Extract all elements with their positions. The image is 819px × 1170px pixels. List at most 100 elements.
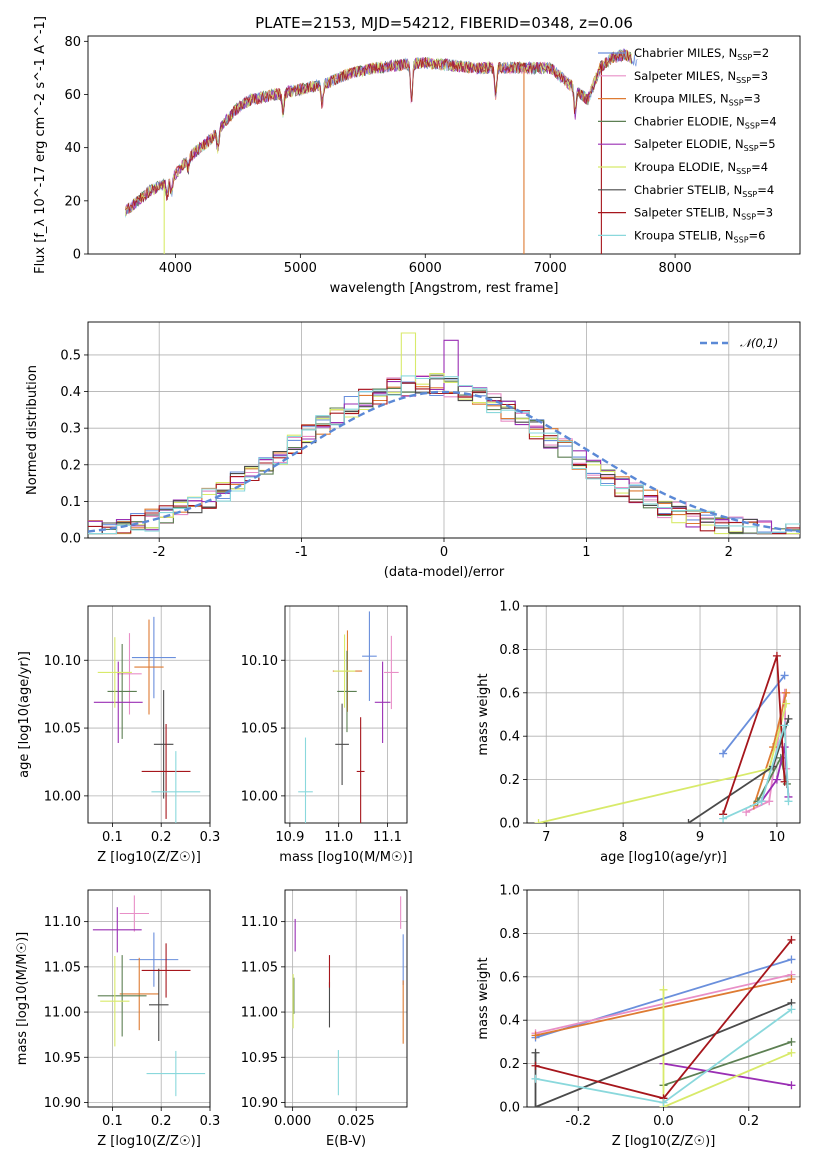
y-tick-label: 0.6 [499,970,520,985]
legend-model: Salpeter STELIB [634,206,725,220]
x-tick-label: 1 [582,545,590,560]
weight-marker [780,671,789,680]
y-tick-label: 10.95 [44,1051,81,1066]
legend-model: Chabrier STELIB [634,183,726,197]
x-tick-label: 0.000 [274,1114,311,1129]
x-tick-label: 11.1 [373,830,402,845]
weight-marker [719,749,728,758]
legend-nssp-eq: = [760,114,770,128]
legend-nssp-subscript: SSP [734,235,749,244]
legend-nssp-prefix: , N [720,160,736,174]
x-axis-label: Z [log10(Z/Z☉)] [612,1134,716,1149]
x-tick-label: 8 [619,830,627,845]
y-tick-label: 0.4 [60,385,81,400]
axes-frame [87,605,211,824]
panel-weight-vs-Z [523,889,801,1111]
weight-marker [719,814,728,823]
legend-model: Chabrier ELODIE [634,114,729,128]
y-axis-label: mass weight [476,673,491,755]
legend-nssp-value: 4 [767,183,774,197]
legend-model: Chabrier MILES [634,46,721,60]
y-tick-label: 0.2 [60,458,81,473]
legend-nssp-subscript: SSP [742,190,757,199]
weight-marker [772,775,781,784]
legend-nssp-eq: = [751,160,761,174]
y-tick-label: 10.00 [44,789,81,804]
legend-nssp-eq: = [756,206,766,220]
y-axis-label: age [log10(age/yr)] [17,651,32,778]
legend-nssp-subscript: SSP [741,213,756,222]
weight-marker [787,1048,796,1057]
y-tick-label: 0.2 [499,773,520,788]
x-tick-label: 0.025 [338,1114,375,1129]
x-tick-label: -0.2 [566,1114,591,1129]
legend-model: Kroupa ELODIE [634,160,720,174]
spectrum-series [125,50,632,213]
weight-marker [782,688,791,697]
y-tick-label: 0.0 [499,1101,520,1116]
y-tick-label: 10.90 [44,1096,81,1111]
legend-nssp-value: 3 [753,92,760,106]
legend-nssp-subscript: SSP [736,76,751,85]
legend-nssp-value: 4 [769,114,776,128]
legend-nssp-eq: = [744,92,754,106]
y-axis-label: mass [log10(M/M☉)] [15,932,30,1065]
x-tick-label: -1 [295,545,308,560]
panel-age-vs-mass [281,605,408,827]
x-tick-label: 0.1 [102,830,123,845]
weight-marker [684,819,693,823]
y-tick-label: 20 [64,194,81,209]
weight-marker [787,935,796,944]
spectrum-lines [125,47,638,254]
y-tick-label: 10.90 [241,1096,278,1111]
legend-nssp-prefix: , N [728,137,744,151]
y-tick-label: 10.10 [241,654,278,669]
x-axis-label: Z [log10(Z/Z☉)] [97,850,201,865]
weight-marker [784,714,793,723]
x-axis-label: mass [log10(M/M☉)] [279,850,412,865]
weight-marker [787,1005,796,1014]
y-tick-label: 1.0 [499,884,520,899]
weight-series [662,989,792,1107]
weight-marker [787,1081,796,1090]
legend-nssp-prefix: , N [725,206,741,220]
y-axis-label: Normed distribution [25,365,40,495]
weight-marker [531,1074,540,1083]
y-tick-label: 11.05 [241,960,278,975]
y-tick-label: 60 [64,88,81,103]
axes-frame [87,321,801,539]
legend-nssp-value: 6 [758,228,765,242]
x-tick-label: 6000 [409,261,442,276]
y-tick-label: 11.00 [241,1006,278,1021]
legend-entry: Chabrier STELIB, NSSP=4 [634,183,774,199]
y-tick-label: 11.05 [44,960,81,975]
legend-nssp-prefix: , N [718,228,734,242]
legend-entry: Chabrier MILES, NSSP=2 [634,46,769,62]
weight-marker [787,955,796,964]
y-tick-label: 10.95 [241,1051,278,1066]
legend-nssp-value: 3 [761,69,768,83]
legend-nssp-prefix: , N [721,46,737,60]
axes-frame [284,889,408,1108]
y-tick-label: 0.0 [60,532,81,547]
weight-marker [531,1061,540,1070]
weight-marker [659,985,668,994]
panel-age-vs-Z [84,605,211,827]
chart-title: PLATE=2153, MJD=54212, FIBERID=0348, z=0… [255,14,633,32]
y-tick-label: 0.4 [499,1014,520,1029]
y-tick-label: 40 [64,141,81,156]
legend-entry: Salpeter ELODIE, NSSP=5 [634,137,776,153]
weight-series [663,1041,792,1087]
weight-marker [782,699,791,708]
x-tick-label: 0.2 [151,1114,172,1129]
legend-entry: Kroupa MILES, NSSP=3 [634,92,761,108]
weight-marker [772,651,781,660]
histograms [88,332,800,535]
legend-nssp-eq: = [751,69,761,83]
weight-series [722,725,790,820]
x-tick-label: 0.2 [738,1114,759,1129]
legend-nssp-subscript: SSP [729,99,744,108]
normal-curve [88,390,800,533]
